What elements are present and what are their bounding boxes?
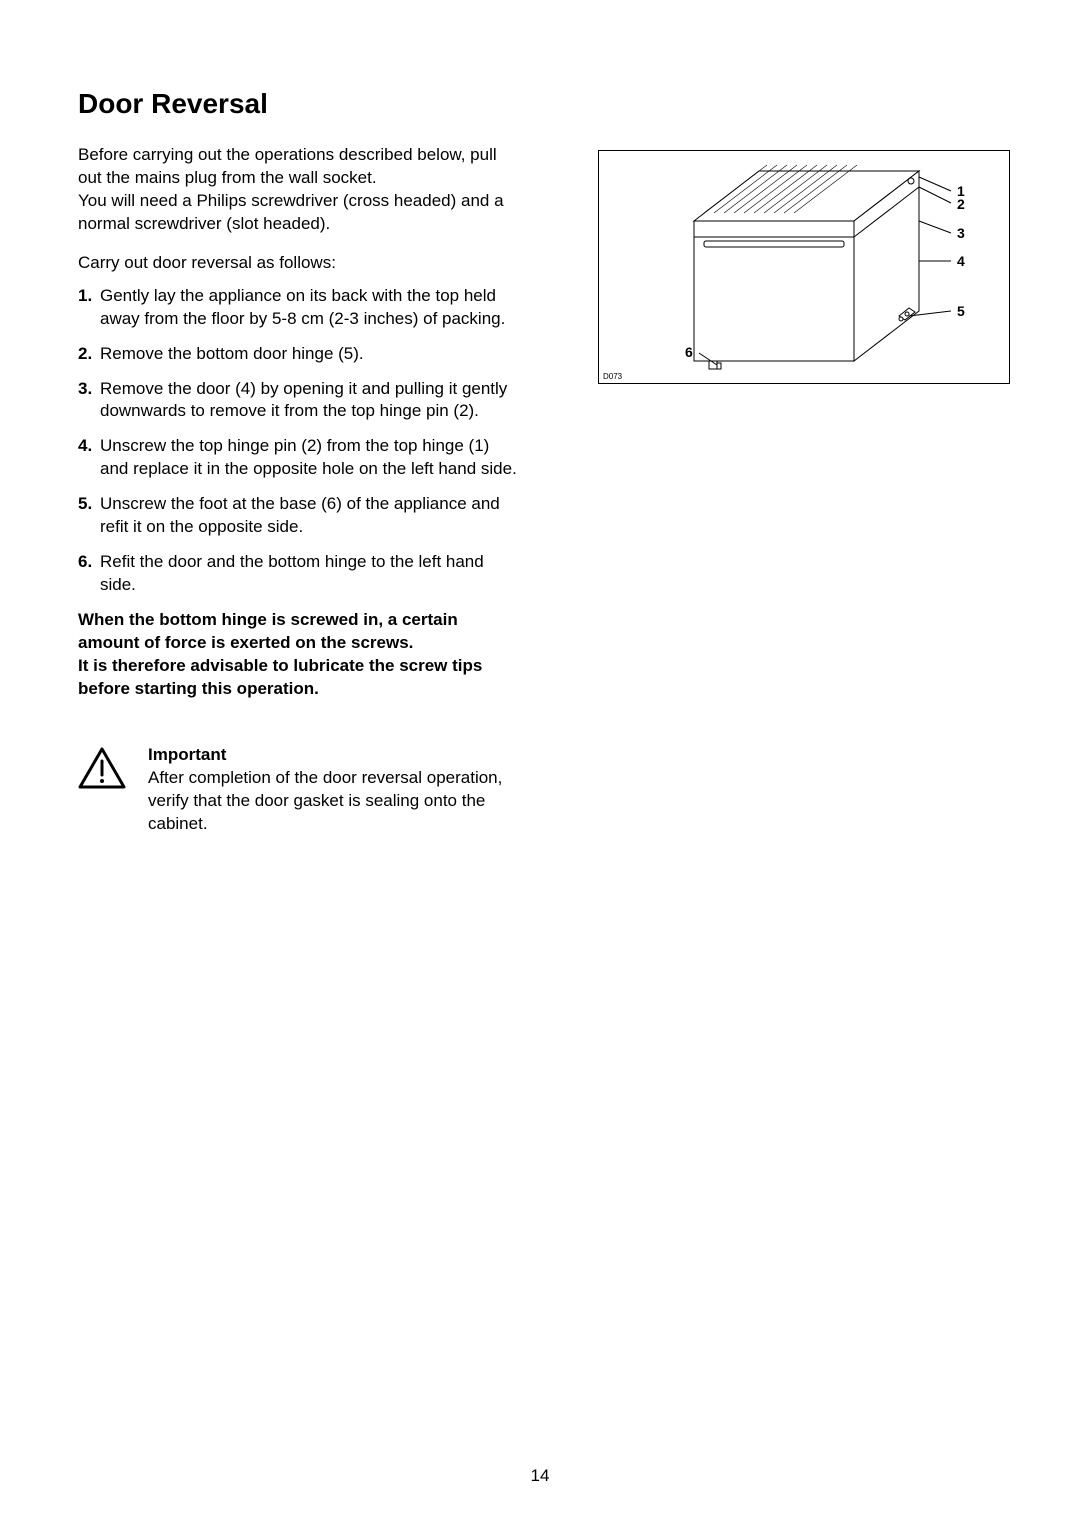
lead-text: Carry out door reversal as follows: <box>78 252 518 275</box>
step-number: 6. <box>78 551 92 574</box>
step-number: 1. <box>78 285 92 308</box>
content-columns: Before carrying out the operations descr… <box>78 144 1002 836</box>
list-item: 5. Unscrew the foot at the base (6) of t… <box>78 493 518 539</box>
diagram-label-6: 6 <box>685 344 693 360</box>
list-item: 6. Refit the door and the bottom hinge t… <box>78 551 518 597</box>
diagram-label-4: 4 <box>957 253 965 269</box>
left-column: Before carrying out the operations descr… <box>78 144 518 836</box>
list-item: 3. Remove the door (4) by opening it and… <box>78 378 518 424</box>
step-text: Unscrew the top hinge pin (2) from the t… <box>100 436 517 478</box>
step-number: 5. <box>78 493 92 516</box>
step-text: Remove the door (4) by opening it and pu… <box>100 379 507 421</box>
important-body: After completion of the door reversal op… <box>148 767 510 836</box>
step-number: 3. <box>78 378 92 401</box>
appliance-diagram: 1 2 3 4 5 6 D073 <box>598 150 1010 384</box>
step-number: 4. <box>78 435 92 458</box>
page-title: Door Reversal <box>78 88 1002 120</box>
intro-text: Before carrying out the operations descr… <box>78 144 518 236</box>
diagram-ref: D073 <box>603 372 622 381</box>
list-item: 1. Gently lay the appliance on its back … <box>78 285 518 331</box>
right-column: 1 2 3 4 5 6 D073 <box>548 144 1010 836</box>
list-item: 2. Remove the bottom door hinge (5). <box>78 343 518 366</box>
step-text: Gently lay the appliance on its back wit… <box>100 286 505 328</box>
step-text: Remove the bottom door hinge (5). <box>100 344 364 363</box>
diagram-label-3: 3 <box>957 225 965 241</box>
warning-icon <box>78 747 126 789</box>
diagram-label-2: 2 <box>957 196 965 212</box>
diagram-label-5: 5 <box>957 303 965 319</box>
step-number: 2. <box>78 343 92 366</box>
list-item: 4. Unscrew the top hinge pin (2) from th… <box>78 435 518 481</box>
steps-list: 1. Gently lay the appliance on its back … <box>78 285 518 597</box>
bold-note: When the bottom hinge is screwed in, a c… <box>78 609 518 701</box>
page-number: 14 <box>0 1466 1080 1486</box>
step-text: Unscrew the foot at the base (6) of the … <box>100 494 500 536</box>
important-title: Important <box>148 745 510 765</box>
important-text: Important After completion of the door r… <box>148 745 510 836</box>
step-text: Refit the door and the bottom hinge to t… <box>100 552 484 594</box>
important-block: Important After completion of the door r… <box>78 745 518 836</box>
